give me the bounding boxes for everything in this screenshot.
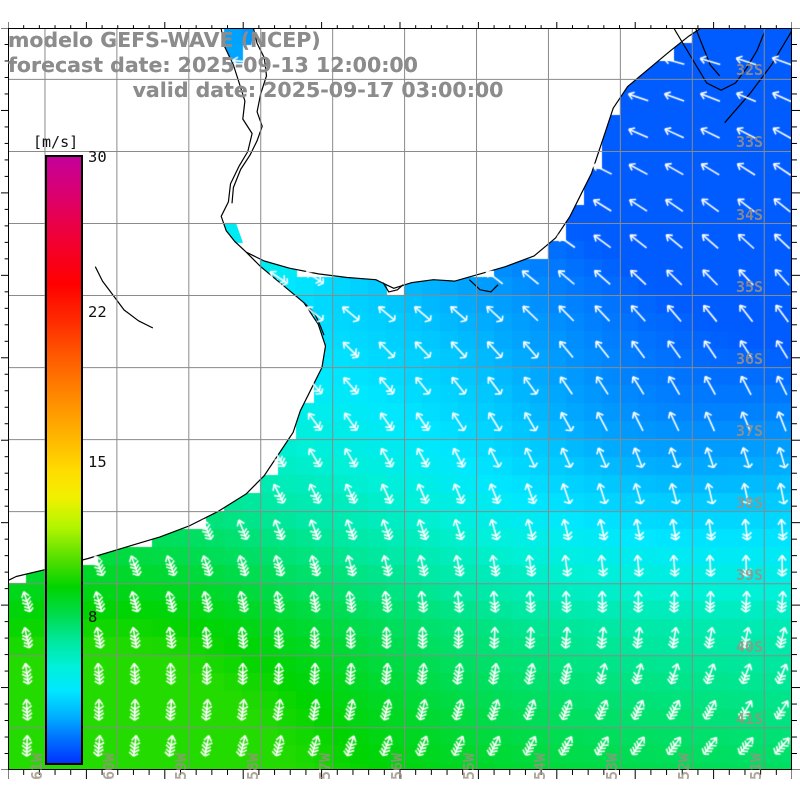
latitude-label-37S: 37S: [736, 421, 764, 440]
longitude-label-57W: 57W: [315, 752, 334, 780]
colorbar-gradient: [45, 155, 83, 765]
colorbar-unit-label: [m/s]: [33, 133, 79, 151]
latitude-label-33S: 33S: [736, 133, 764, 152]
colorbar-tick-30: 30: [88, 148, 107, 166]
colorbar-tick-8: 8: [88, 608, 98, 626]
figure-title-block: modelo GEFS-WAVE (NCEP) forecast date: 2…: [8, 28, 628, 103]
forecast-date-line: forecast date: 2025-09-13 12:00:00: [8, 53, 418, 77]
axis-ticks-right: [792, 28, 800, 770]
latitude-label-40S: 40S: [736, 637, 764, 656]
longitude-label-54W: 54W: [531, 752, 550, 780]
latitude-label-32S: 32S: [736, 61, 764, 80]
latitude-label-34S: 34S: [736, 205, 764, 224]
latitude-label-39S: 39S: [736, 565, 764, 584]
colorbar-tick-15: 15: [88, 453, 107, 471]
colorbar-tick-22: 22: [88, 303, 107, 321]
longitude-label-52W: 52W: [675, 752, 694, 780]
longitude-label-61W: 61W: [27, 752, 46, 780]
longitude-label-59W: 59W: [171, 752, 190, 780]
latitude-label-35S: 35S: [736, 277, 764, 296]
wind-vector-overlay: [9, 29, 791, 769]
longitude-label-51W: 51W: [747, 752, 766, 780]
longitude-label-58W: 58W: [243, 752, 262, 780]
map-plot-area: [8, 28, 792, 770]
longitude-label-53W: 53W: [603, 752, 622, 780]
latitude-label-38S: 38S: [736, 493, 764, 512]
valid-date-line: valid date: 2025-09-17 03:00:00: [132, 78, 504, 102]
latitude-label-36S: 36S: [736, 349, 764, 368]
longitude-label-55W: 55W: [459, 752, 478, 780]
model-title: modelo GEFS-WAVE (NCEP): [8, 28, 321, 52]
longitude-label-60W: 60W: [99, 752, 118, 780]
longitude-label-56W: 56W: [387, 752, 406, 780]
latitude-label-41S: 41S: [736, 709, 764, 728]
